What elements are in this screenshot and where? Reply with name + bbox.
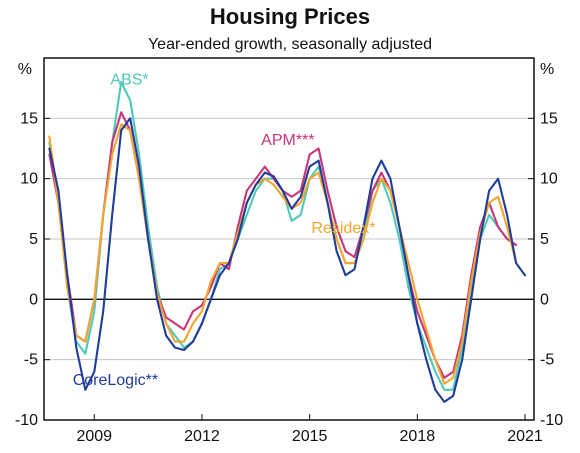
left-tick-label: 0: [29, 291, 38, 308]
right-y-axis-ticks: -10 -5 0 5 10 15: [528, 110, 563, 429]
x-tick-label: 2018: [400, 428, 436, 445]
x-tick-label: 2015: [292, 428, 328, 445]
left-tick-label: 10: [20, 171, 38, 188]
right-tick-label: -5: [540, 352, 554, 369]
series-label-abs: ABS*: [110, 72, 148, 89]
y-unit-left: %: [18, 61, 32, 78]
left-tick-label: 5: [29, 231, 38, 248]
series-labels: ABS* APM*** Residex* CoreLogic**: [73, 72, 376, 389]
x-tick-label: 2021: [507, 428, 543, 445]
right-tick-label: 15: [540, 110, 558, 127]
right-tick-label: -10: [540, 412, 563, 429]
x-axis-ticks: 2009 2012 2015 2018 2021: [76, 414, 543, 445]
series-label-residex: Residex*: [311, 220, 375, 237]
x-tick-label: 2009: [76, 428, 112, 445]
series-line-residex: [48, 123, 518, 385]
right-tick-label: 10: [540, 171, 558, 188]
series-lines: [48, 81, 527, 403]
series-line-corelogic: [48, 117, 527, 403]
left-y-axis-ticks: -10 -5 0 5 10 15: [15, 110, 50, 429]
left-tick-label: -5: [24, 352, 38, 369]
right-tick-label: 5: [540, 231, 549, 248]
right-tick-label: 0: [540, 291, 549, 308]
left-tick-label: 15: [20, 110, 38, 127]
series-label-apm: APM***: [261, 132, 314, 149]
series-label-corelogic: CoreLogic**: [73, 372, 158, 389]
y-unit-right: %: [540, 61, 554, 78]
left-tick-label: -10: [15, 412, 38, 429]
chart-subtitle: Year-ended growth, seasonally adjusted: [148, 36, 432, 53]
x-tick-label: 2012: [184, 428, 220, 445]
chart-title: Housing Prices: [210, 4, 370, 29]
